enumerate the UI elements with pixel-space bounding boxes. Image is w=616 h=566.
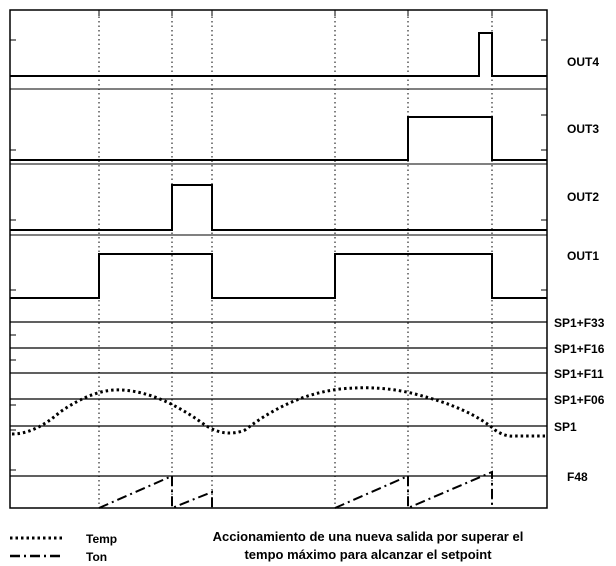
legend-ton-label: Ton [86, 550, 107, 564]
out2-label: OUT2 [567, 190, 599, 204]
legend-temp-label: Temp [86, 532, 117, 546]
out3-signal [10, 116, 547, 161]
guide-lines [98, 12, 493, 506]
top-ticks [98, 10, 493, 16]
panel-separators [10, 88, 547, 236]
out3-label: OUT3 [567, 122, 599, 136]
sp1-f33-label: SP1+F33 [554, 316, 605, 330]
left-ticks [10, 39, 16, 471]
out1-signal [10, 253, 547, 299]
out4-signal [10, 32, 547, 77]
sp1-label: SP1 [554, 420, 577, 434]
sp1-f06-label: SP1+F06 [554, 393, 605, 407]
temp-curve [11, 386, 545, 438]
ton-curve [98, 474, 213, 510]
threshold-lines [10, 321, 547, 427]
caption-line-1: Accionamiento de una nueva salida por su… [213, 529, 524, 544]
out1-label: OUT1 [567, 249, 599, 263]
out4-label: OUT4 [567, 55, 599, 69]
right-ticks [541, 39, 547, 291]
ton-curve [334, 470, 493, 510]
sp1-f11-label: SP1+F11 [554, 367, 604, 381]
diagram-frame [9, 9, 548, 509]
out2-signal [10, 184, 547, 231]
caption-line-2: tempo máximo para alcanzar el setpoint [244, 547, 492, 562]
sp1-f16-label: SP1+F16 [554, 342, 605, 356]
f48-label: F48 [567, 470, 588, 484]
